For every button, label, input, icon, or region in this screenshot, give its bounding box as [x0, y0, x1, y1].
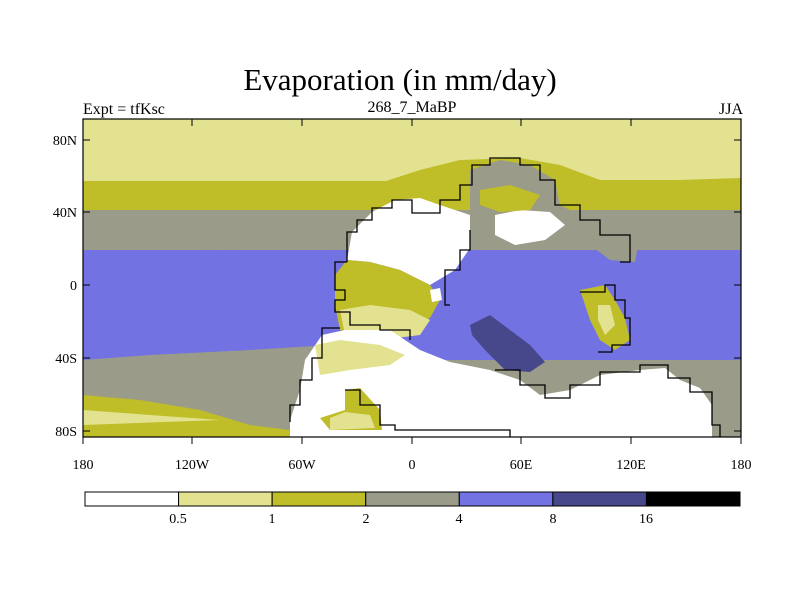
- band-detail-north: [83, 158, 741, 210]
- map-title: Evaporation (in mm/day): [243, 62, 557, 97]
- continent-south-belt: [315, 340, 405, 375]
- colorbar-swatch-3: [365, 491, 460, 507]
- dark-patch: [470, 315, 545, 372]
- colorbar-label-16: 16: [639, 512, 653, 527]
- ylabel-40n: 40N: [53, 206, 77, 221]
- band-detail-subtropic: [83, 210, 350, 250]
- colorbar-swatch-2: [271, 491, 367, 507]
- season-label: JJA: [718, 101, 743, 118]
- xlabel-180w: 180: [73, 458, 94, 473]
- ylabel-40s: 40S: [55, 352, 77, 367]
- colorbar-swatch-1: [178, 491, 273, 507]
- map-field: [83, 119, 741, 437]
- continent-south-island-light: [330, 412, 375, 430]
- land-outlines: [289, 157, 721, 437]
- xlabel-0: 0: [409, 458, 416, 473]
- continent-west-north: [347, 198, 470, 285]
- xlabel-120e: 120E: [616, 458, 646, 473]
- colorbar-label-0.5: 0.5: [169, 512, 187, 527]
- coastline-south-island: [345, 389, 511, 437]
- ylabel-80n: 80N: [53, 134, 77, 149]
- continent-east-north-desert: [495, 210, 565, 245]
- band-detail-south-ocean2: [83, 410, 220, 425]
- coastline-island: [580, 284, 631, 353]
- coastline-west-south: [334, 261, 411, 340]
- axis-ticks: [82, 119, 742, 444]
- coastline-west: [346, 157, 631, 263]
- colorbar-swatch-5: [552, 491, 647, 507]
- coastline-south-east: [495, 364, 721, 437]
- island-small: [430, 288, 442, 302]
- band-detail-eq-gray: [83, 280, 340, 315]
- colorbar-label-1: 1: [269, 512, 276, 527]
- xlabel-180e: 180: [731, 458, 752, 473]
- colorbar-label-2: 2: [363, 512, 370, 527]
- continent-east-asia: [585, 215, 640, 262]
- island-east-light: [598, 305, 615, 335]
- y-tick-labels: 80N 40N 0 40S 80S: [53, 134, 77, 440]
- xlabel-60e: 60E: [510, 458, 533, 473]
- band-detail-south-ocean: [83, 395, 290, 437]
- colorbar: [84, 491, 741, 507]
- x-tick-labels: 180 120W 60W 0 60E 120E 180: [73, 458, 752, 473]
- colorbar-label-8: 8: [550, 512, 557, 527]
- colorbar-swatch-0: [84, 491, 180, 507]
- xlabel-120w: 120W: [175, 458, 210, 473]
- ylabel-0: 0: [70, 279, 77, 294]
- colorbar-labels: 0.5 1 2 4 8 16: [169, 512, 653, 527]
- colorbar-swatch-4: [458, 491, 554, 507]
- ylabel-80s: 80S: [55, 425, 77, 440]
- band-detail-south-sub: [83, 345, 330, 408]
- colorbar-label-4: 4: [456, 512, 463, 527]
- continent-east-north-belt: [480, 185, 540, 212]
- colorbar-swatch-6: [645, 491, 741, 507]
- coastline-south: [289, 327, 340, 422]
- experiment-label: Expt = tfKsc: [83, 101, 165, 118]
- run-label: 268_7_MaBP: [367, 99, 457, 116]
- xlabel-60w: 60W: [288, 458, 316, 473]
- coastline-mid: [444, 230, 471, 306]
- band-pole-north: [83, 119, 741, 181]
